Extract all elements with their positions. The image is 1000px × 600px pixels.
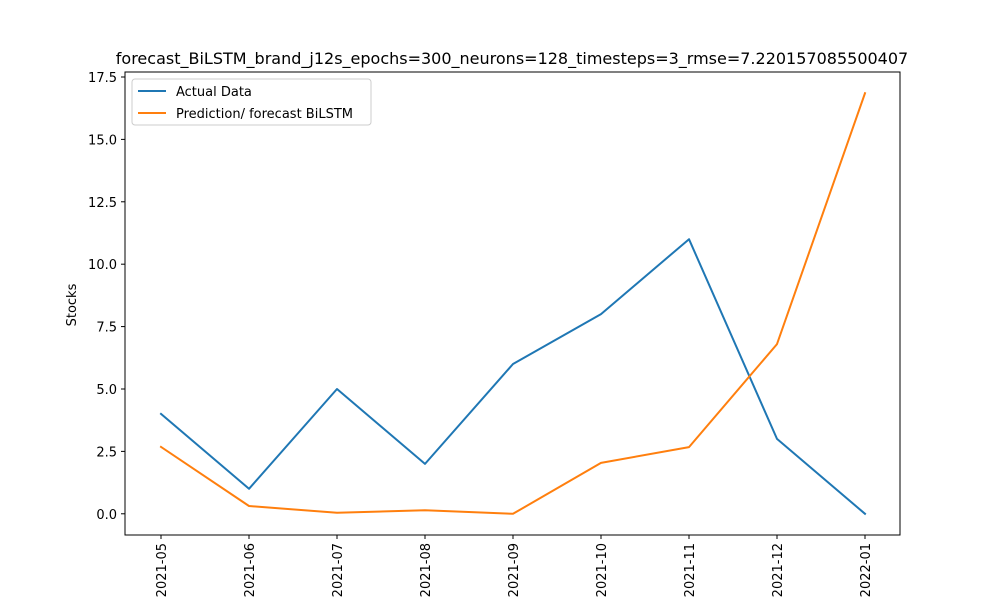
- x-axis: 2021-05 2021-06 2021-07 2021-08 2021-09 2021-…: [155, 535, 874, 597]
- y-axis-title: Stocks: [65, 283, 80, 326]
- y-tick-label: 15.0: [88, 133, 117, 148]
- x-tick-label: 2021-07: [331, 543, 346, 597]
- y-tick-label: 17.5: [88, 71, 117, 86]
- y-tick-label: 5.0: [96, 383, 117, 398]
- y-tick-label: 12.5: [88, 196, 117, 211]
- x-tick-label: 2021-10: [595, 543, 610, 597]
- x-tick-label: 2021-08: [419, 543, 434, 597]
- legend-label-prediction: Prediction/ forecast BiLSTM: [176, 107, 353, 122]
- x-tick-label: 2022-01: [859, 543, 874, 597]
- x-tick-label: 2021-09: [507, 543, 522, 597]
- series-line-actual-data: [159, 238, 867, 516]
- series-line-prediction: [159, 91, 867, 515]
- series-layer: [159, 91, 867, 516]
- x-tick-label: 2021-12: [771, 543, 786, 597]
- chart-title: forecast_BiLSTM_brand_j12s_epochs=300_ne…: [116, 49, 908, 69]
- x-tick-label: 2021-11: [683, 543, 698, 597]
- legend-box: [131, 78, 372, 126]
- legend-label-actual-data: Actual Data: [176, 85, 252, 100]
- y-tick-label: 0.0: [96, 508, 117, 523]
- y-tick-label: 2.5: [96, 445, 117, 460]
- y-tick-label: 10.0: [88, 258, 117, 273]
- x-tick-label: 2021-06: [243, 543, 258, 597]
- y-tick-label: 7.5: [96, 321, 117, 336]
- y-axis: 0.0 2.5 5.0 7.5 10.0 12.5 15.0 17.5: [88, 71, 125, 523]
- legend: Actual Data Prediction/ forecast BiLSTM: [131, 78, 372, 126]
- x-tick-label: 2021-05: [155, 543, 170, 597]
